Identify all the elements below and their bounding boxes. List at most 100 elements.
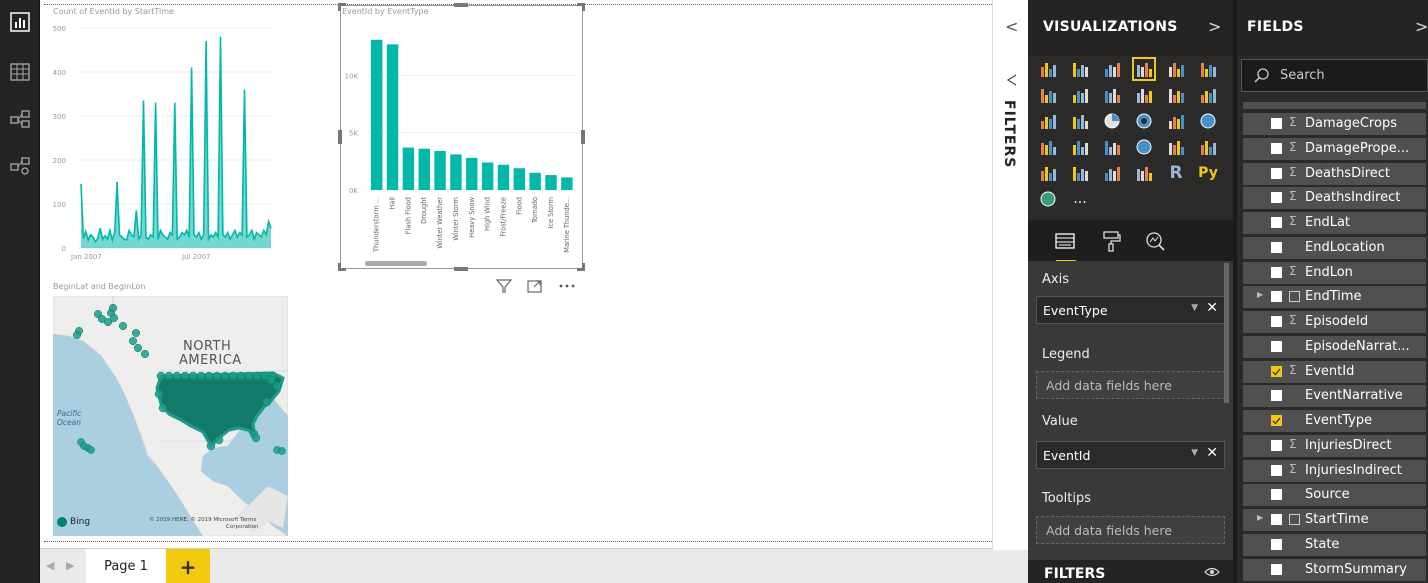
field-checkbox[interactable] — [1271, 415, 1282, 426]
bar-chart[interactable]: 0K 5K 10K Thunderstorm ... Hail Flash Flood Dr… — [341, 14, 582, 268]
card-icon[interactable] — [1164, 135, 1188, 159]
field-row[interactable]: Σ EndLat — [1243, 212, 1426, 234]
resize-handle-left[interactable] — [338, 130, 342, 144]
field-checkbox[interactable] — [1271, 489, 1282, 501]
more-visuals-icon[interactable]: ... — [1073, 191, 1087, 207]
python-visual-icon[interactable]: Py — [1198, 165, 1218, 181]
legend-well[interactable]: Add data fields here — [1036, 371, 1225, 399]
more-options-icon[interactable] — [557, 278, 577, 297]
tooltips-well[interactable]: Add data fields here — [1036, 516, 1225, 544]
bar-chart-bar[interactable] — [418, 148, 430, 190]
field-checkbox[interactable] — [1271, 514, 1282, 525]
visualizations-collapse-chevron-icon[interactable]: > — [1208, 17, 1222, 36]
axis-remove-icon[interactable]: ✕ — [1206, 300, 1218, 316]
map-terms-link[interactable]: Terms — [240, 517, 257, 523]
field-row[interactable]: ▶ StartTime — [1243, 509, 1426, 531]
field-row[interactable]: Σ DeathsDirect — [1243, 162, 1426, 185]
bar-chart-bar[interactable] — [561, 177, 573, 190]
analytics-magnifier-icon[interactable] — [1140, 226, 1170, 256]
wells-scrollbar[interactable] — [1224, 263, 1229, 403]
stacked-area-chart-icon[interactable] — [1100, 83, 1124, 107]
filters-collapsed-label[interactable]: FILTERS — [1001, 100, 1017, 169]
value-remove-icon[interactable]: ✕ — [1206, 445, 1218, 461]
scatter-chart-icon[interactable] — [1068, 109, 1092, 133]
resize-handle-corner-tl[interactable] — [338, 3, 346, 11]
field-row[interactable]: Σ EpisodeId — [1243, 311, 1426, 333]
field-row[interactable]: Σ DamagePrope... — [1243, 137, 1426, 160]
add-page-button[interactable]: + — [166, 549, 210, 583]
field-checkbox[interactable] — [1271, 538, 1282, 550]
expand-arrow-icon[interactable]: ▶ — [1257, 513, 1264, 522]
axis-dropdown-icon[interactable]: ▼ — [1191, 303, 1198, 313]
fields-search-box[interactable]: Search — [1241, 59, 1428, 92]
resize-handle-bottom[interactable] — [454, 267, 468, 271]
focus-mode-icon[interactable] — [526, 278, 544, 297]
field-checkbox[interactable] — [1271, 439, 1282, 451]
model-view-icon[interactable] — [6, 106, 34, 132]
funnel-chart-icon[interactable] — [1100, 135, 1124, 159]
ribbon-chart-icon[interactable] — [1196, 83, 1220, 107]
100pct-stacked-column-chart-icon[interactable] — [1196, 57, 1220, 81]
filter-icon[interactable] — [495, 278, 513, 297]
area-chart-icon[interactable] — [1068, 83, 1092, 107]
filters-section-header[interactable]: FILTERS — [1028, 560, 1233, 583]
r-script-visual-icon[interactable]: R — [1169, 163, 1183, 183]
page-tab[interactable]: Page 1 — [86, 549, 166, 583]
field-row[interactable]: EpisodeNarrat... — [1243, 335, 1426, 358]
resize-handle-top[interactable] — [454, 3, 468, 7]
field-checkbox[interactable] — [1271, 167, 1282, 179]
field-checkbox[interactable] — [1271, 192, 1282, 204]
value-dropdown-icon[interactable]: ▼ — [1191, 448, 1198, 458]
resize-handle-corner-br[interactable] — [577, 263, 585, 271]
waterfall-chart-icon[interactable] — [1036, 109, 1060, 133]
field-row[interactable]: StormSummary — [1243, 558, 1426, 581]
field-row[interactable]: Σ EventId — [1243, 360, 1426, 383]
prev-page-icon[interactable]: ◀ — [46, 559, 55, 572]
field-checkbox[interactable] — [1271, 340, 1282, 352]
report-view-icon[interactable] — [6, 9, 34, 35]
value-well[interactable]: EventId ▼ ✕ — [1036, 441, 1225, 469]
format-paint-roller-icon[interactable] — [1096, 226, 1126, 256]
field-checkbox[interactable] — [1271, 464, 1282, 476]
resize-handle-right[interactable] — [581, 130, 585, 144]
treemap-icon[interactable] — [1164, 109, 1188, 133]
bar-chart-bar[interactable] — [466, 157, 478, 190]
bar-chart-bar[interactable] — [513, 168, 526, 190]
filters-expand-chevron-icon[interactable]: < — [1005, 17, 1019, 36]
eye-icon[interactable] — [1204, 565, 1220, 582]
field-checkbox[interactable] — [1271, 241, 1282, 253]
resize-handle-corner-bl[interactable] — [338, 263, 346, 271]
field-row[interactable]: EventNarrative — [1243, 385, 1426, 408]
axis-well[interactable]: EventType ▼ ✕ — [1036, 296, 1225, 324]
field-row[interactable]: Σ DamageCrops — [1243, 113, 1426, 135]
fields-tab-icon[interactable] — [1050, 226, 1080, 262]
stacked-bar-chart-icon[interactable] — [1036, 57, 1060, 81]
bar-chart-bar[interactable] — [402, 147, 415, 190]
line-and-stacked-column-chart-icon[interactable] — [1132, 83, 1156, 107]
kpi-icon[interactable] — [1036, 161, 1060, 185]
field-row[interactable]: State — [1243, 533, 1426, 556]
matrix-icon[interactable] — [1132, 161, 1156, 185]
bar-chart-bar[interactable] — [497, 164, 510, 190]
bar-chart-bar[interactable] — [371, 39, 383, 190]
100pct-stacked-bar-chart-icon[interactable] — [1164, 57, 1188, 81]
bar-chart-bar[interactable] — [386, 44, 399, 190]
line-chart[interactable]: 0 100 200 300 400 500 Jan 2007 Jul 2007 — [40, 14, 280, 264]
field-checkbox[interactable] — [1271, 390, 1282, 402]
clustered-column-chart-icon[interactable] — [1132, 57, 1156, 81]
bar-chart-bar[interactable] — [529, 172, 541, 190]
table-icon[interactable] — [1100, 161, 1124, 185]
pie-chart-icon[interactable] — [1100, 109, 1124, 133]
bar-chart-bar[interactable] — [434, 151, 446, 190]
relationships-view-icon[interactable] — [6, 153, 34, 179]
resize-handle-corner-tr[interactable] — [577, 3, 585, 11]
donut-chart-icon[interactable] — [1132, 109, 1156, 133]
horizontal-scrollbar[interactable] — [365, 261, 427, 266]
field-checkbox[interactable] — [1271, 266, 1282, 278]
field-row[interactable]: ▶ EndTime — [1243, 286, 1426, 309]
field-checkbox[interactable] — [1271, 118, 1282, 129]
field-row[interactable]: Source — [1243, 484, 1426, 507]
line-chart-icon[interactable] — [1036, 83, 1060, 107]
bar-chart-bar[interactable] — [481, 162, 494, 190]
field-row[interactable]: EventType — [1243, 410, 1426, 432]
